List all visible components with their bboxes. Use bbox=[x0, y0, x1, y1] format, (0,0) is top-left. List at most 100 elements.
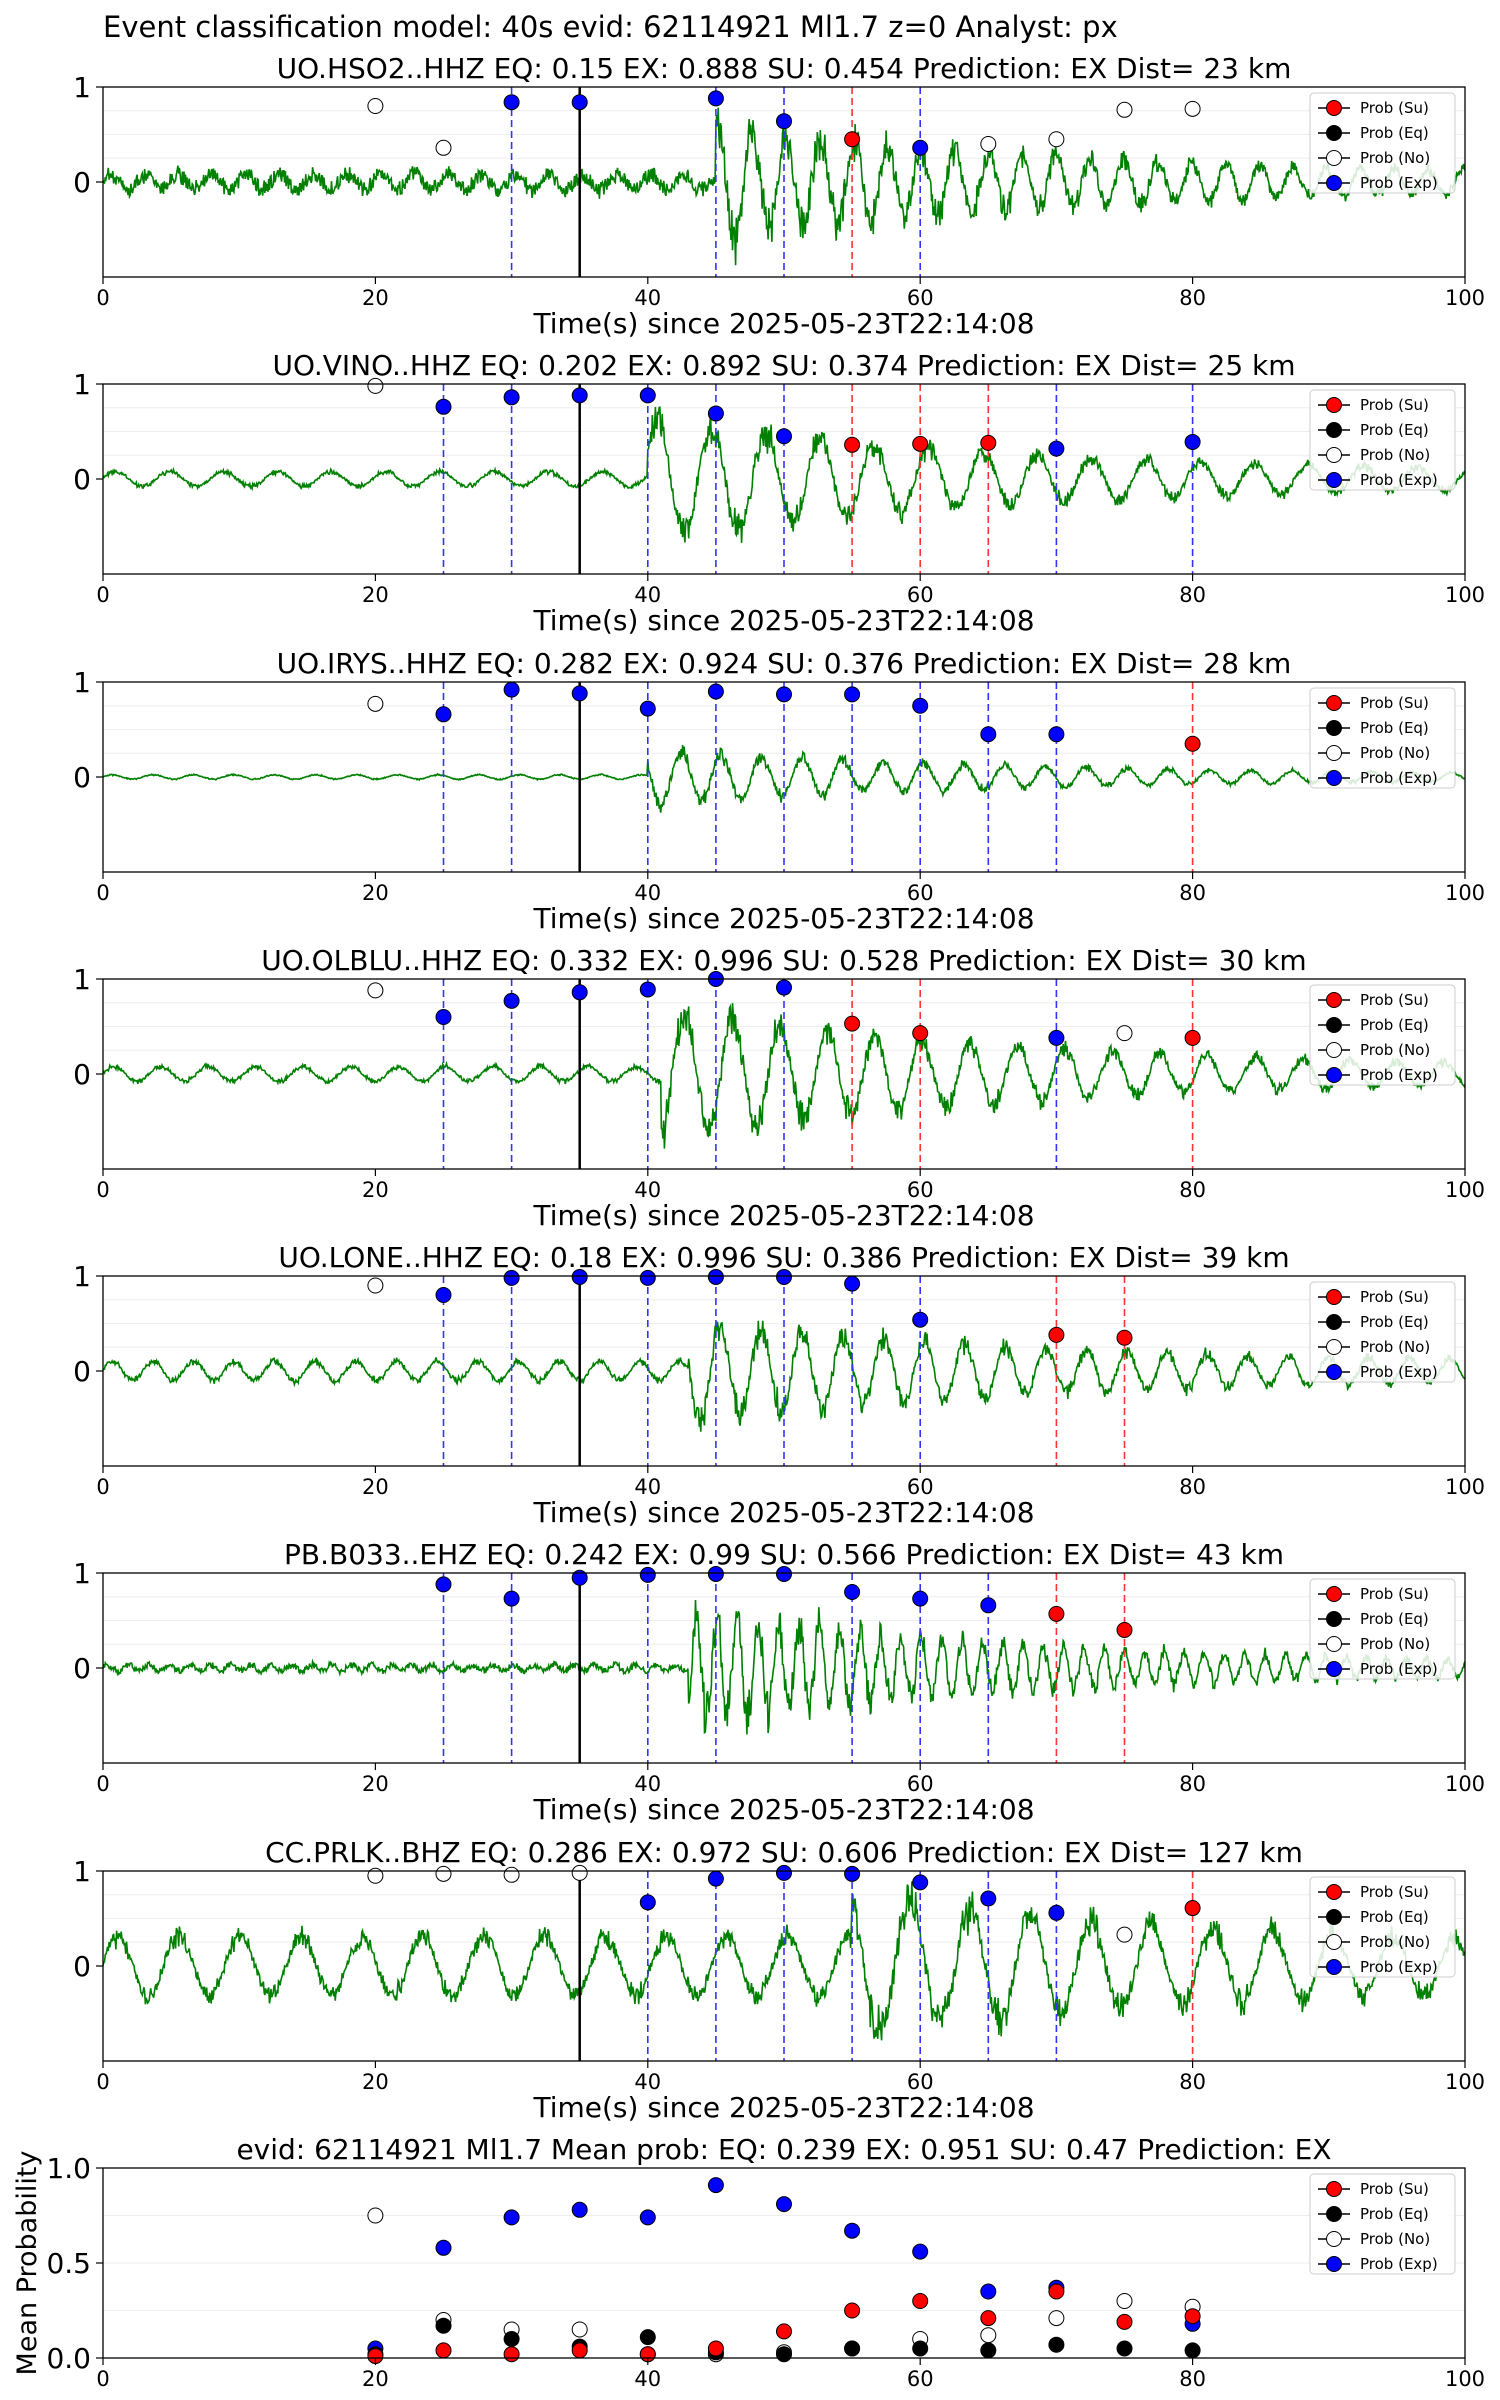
x-tick-label: 0 bbox=[96, 286, 109, 310]
y-tick-label: 0 bbox=[73, 1355, 91, 1388]
prob-point-exp bbox=[571, 1268, 588, 1285]
prob-point-exp bbox=[844, 1584, 861, 1600]
plot-frame bbox=[102, 2167, 1466, 2359]
x-tick-label: 100 bbox=[1445, 583, 1485, 607]
plot-frame bbox=[102, 86, 1466, 278]
x-tick-label: 100 bbox=[1445, 286, 1485, 310]
mean-point-no bbox=[571, 2321, 588, 2338]
legend-marker-exp bbox=[1326, 175, 1342, 191]
y-tick-label: 0.0 bbox=[46, 2342, 91, 2375]
x-tick-label: 60 bbox=[907, 1475, 934, 1499]
prob-point-exp bbox=[435, 398, 452, 415]
legend-label-su: Prob (Su) bbox=[1360, 1585, 1429, 1603]
legend-box bbox=[1309, 2173, 1456, 2275]
x-tick-label: 0 bbox=[96, 2367, 109, 2391]
legend-box bbox=[1309, 1281, 1456, 1383]
x-tick-label: 40 bbox=[634, 286, 661, 310]
prob-point-su bbox=[1048, 1605, 1065, 1622]
waveform-trace bbox=[102, 745, 1466, 813]
prob-point-exp bbox=[435, 1576, 452, 1593]
legend-label-su: Prob (Su) bbox=[1360, 991, 1429, 1009]
prob-point-no bbox=[367, 1867, 384, 1884]
station-panel-7: 0 20 40 60 80 100 0 1 CC.PRLK..BHZ EQ: 0.286 EX:… bbox=[73, 1836, 1485, 2124]
legend-marker-exp bbox=[1326, 1364, 1342, 1380]
x-tick-label: 100 bbox=[1445, 2070, 1485, 2094]
x-tick-label: 40 bbox=[634, 2070, 661, 2094]
legend-label-eq: Prob (Eq) bbox=[1360, 719, 1429, 737]
prob-point-exp bbox=[707, 405, 724, 422]
prob-point-exp bbox=[776, 686, 792, 703]
waveform-trace bbox=[102, 406, 1466, 543]
legend-label-exp: Prob (Exp) bbox=[1360, 769, 1438, 787]
y-tick-label: 0 bbox=[73, 761, 91, 794]
plot-frame bbox=[102, 978, 1466, 1170]
prob-point-exp bbox=[571, 1569, 588, 1586]
x-tick-label: 20 bbox=[362, 1772, 389, 1796]
legend-marker-eq bbox=[1326, 1909, 1342, 1925]
panel-title: UO.LONE..HHZ EQ: 0.18 EX: 0.996 SU: 0.38… bbox=[278, 1241, 1289, 1274]
x-tick-label: 80 bbox=[1179, 1772, 1206, 1796]
mean-point-exp bbox=[503, 2209, 520, 2226]
mean-point-eq bbox=[435, 2317, 452, 2334]
mean-point-su bbox=[435, 2342, 452, 2359]
legend-marker-no bbox=[1326, 1339, 1342, 1355]
prob-point-su bbox=[844, 131, 861, 148]
legend-label-eq: Prob (Eq) bbox=[1360, 124, 1429, 142]
mean-point-su bbox=[503, 2346, 520, 2363]
x-tick-label: 80 bbox=[1179, 2070, 1206, 2094]
y-tick-label: 0 bbox=[73, 166, 91, 199]
x-tick-label: 80 bbox=[1179, 286, 1206, 310]
x-tick-label: 60 bbox=[907, 2367, 934, 2391]
mean-point-su bbox=[1048, 2283, 1065, 2300]
prob-point-exp bbox=[980, 726, 997, 743]
prob-point-exp bbox=[1048, 440, 1065, 457]
legend-marker-su bbox=[1326, 1586, 1342, 1602]
waveform-trace bbox=[102, 1881, 1466, 2041]
legend-label-eq: Prob (Eq) bbox=[1360, 1016, 1429, 1034]
station-panel-3: 0 20 40 60 80 100 0 1 UO.IRYS..HHZ EQ: 0.282 EX:… bbox=[73, 647, 1485, 935]
legend-label-no: Prob (No) bbox=[1360, 1635, 1430, 1653]
y-tick-label: 1 bbox=[73, 1855, 91, 1888]
prob-point-exp bbox=[639, 700, 656, 717]
prob-point-exp bbox=[435, 706, 452, 723]
legend-marker-exp bbox=[1326, 1067, 1342, 1083]
panel-title: UO.HSO2..HHZ EQ: 0.15 EX: 0.888 SU: 0.45… bbox=[277, 52, 1292, 85]
legend-label-no: Prob (No) bbox=[1360, 744, 1430, 762]
x-tick-label: 60 bbox=[907, 881, 934, 905]
prob-point-exp bbox=[571, 94, 588, 111]
legend-label-su: Prob (Su) bbox=[1360, 396, 1429, 414]
prob-point-exp bbox=[912, 139, 929, 156]
x-tick-label: 40 bbox=[634, 1178, 661, 1202]
prob-point-exp bbox=[776, 979, 792, 996]
legend-label-eq: Prob (Eq) bbox=[1360, 421, 1429, 439]
plot-frame bbox=[102, 1870, 1466, 2062]
x-tick-label: 80 bbox=[1179, 881, 1206, 905]
panel-title: UO.OLBLU..HHZ EQ: 0.332 EX: 0.996 SU: 0.… bbox=[261, 944, 1306, 977]
legend-label-exp: Prob (Exp) bbox=[1360, 1958, 1438, 1976]
legend-label-su: Prob (Su) bbox=[1360, 1883, 1429, 1901]
mean-point-eq bbox=[1048, 2336, 1065, 2353]
x-tick-label: 20 bbox=[362, 583, 389, 607]
legend-label-no: Prob (No) bbox=[1360, 1933, 1430, 1951]
x-tick-label: 40 bbox=[634, 2367, 661, 2391]
y-tick-label: 0 bbox=[73, 1950, 91, 1983]
y-tick-label: 1 bbox=[73, 71, 91, 104]
figure-suptitle: Event classification model: 40s evid: 62… bbox=[103, 10, 1118, 44]
legend-marker-no bbox=[1326, 150, 1342, 166]
y-tick-label: 0.5 bbox=[46, 2247, 91, 2280]
legend-marker-eq bbox=[1326, 1314, 1342, 1330]
station-panel-1: 0 20 40 60 80 100 0 1 UO.HSO2..HHZ EQ: 0.15 EX: … bbox=[73, 52, 1485, 340]
station-panel-6: 0 20 40 60 80 100 0 1 PB.B033..EHZ EQ: 0.242 EX:… bbox=[73, 1538, 1485, 1826]
mean-point-no bbox=[367, 2207, 384, 2224]
mean-point-exp bbox=[707, 2177, 724, 2194]
prob-point-no bbox=[367, 377, 384, 394]
mean-point-eq bbox=[912, 2340, 929, 2357]
legend-marker-eq bbox=[1326, 720, 1342, 736]
prob-point-no bbox=[571, 1864, 588, 1881]
x-tick-label: 100 bbox=[1445, 2367, 1485, 2391]
legend-box bbox=[1309, 92, 1456, 194]
legend-label-no: Prob (No) bbox=[1360, 149, 1430, 167]
legend-marker-su bbox=[1326, 992, 1342, 1008]
mean-point-eq bbox=[1116, 2340, 1133, 2357]
